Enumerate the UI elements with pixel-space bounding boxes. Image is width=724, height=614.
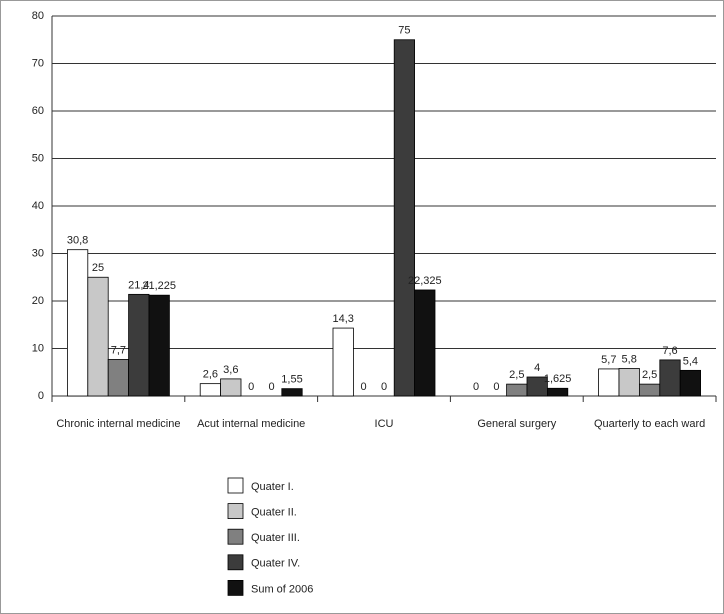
- value-label: 3,6: [223, 364, 238, 376]
- value-label: 2,5: [642, 369, 657, 381]
- value-label: 2,5: [509, 369, 524, 381]
- bar: [393, 39, 416, 397]
- bar: [547, 387, 569, 397]
- bar: [506, 383, 528, 397]
- y-tick-label: 40: [32, 200, 44, 212]
- bar: [281, 388, 303, 397]
- bar: [107, 359, 129, 397]
- y-tick-label: 10: [32, 342, 44, 354]
- bar: [618, 368, 640, 397]
- value-label: 5,4: [683, 355, 698, 367]
- value-label: 22,325: [408, 275, 442, 287]
- y-tick-label: 30: [32, 247, 44, 259]
- legend-swatch: [227, 503, 244, 520]
- value-label: 5,8: [622, 353, 637, 365]
- legend-label: Quater III.: [251, 532, 300, 544]
- bar: [332, 327, 354, 397]
- value-label: 1,55: [281, 374, 302, 386]
- bar: [598, 368, 620, 397]
- y-tick-label: 20: [32, 295, 44, 307]
- value-label: 7,7: [111, 344, 126, 356]
- bar: [128, 293, 150, 397]
- bar: [639, 383, 661, 397]
- legend-label: Quater IV.: [251, 558, 300, 570]
- value-label: 21,4: [128, 279, 149, 291]
- legend-swatch: [227, 477, 244, 494]
- bar: [679, 369, 702, 397]
- legend-swatch: [227, 528, 244, 545]
- value-label: 0: [361, 381, 367, 393]
- value-label: 0: [381, 381, 387, 393]
- y-tick-label: 50: [32, 152, 44, 164]
- y-tick-label: 80: [32, 10, 44, 22]
- y-tick-label: 60: [32, 105, 44, 117]
- legend-label: Quater II.: [251, 507, 297, 519]
- bar: [87, 276, 109, 397]
- value-label: 0: [493, 381, 499, 393]
- value-label: 7,6: [662, 345, 677, 357]
- legend-swatch: [227, 580, 244, 596]
- legend-label: Sum of 2006: [251, 583, 313, 595]
- bar: [659, 359, 681, 397]
- value-label: 1,625: [544, 373, 572, 385]
- legend-swatch: [227, 554, 244, 571]
- bar: [148, 294, 170, 397]
- value-label: 0: [269, 381, 275, 393]
- bar: [199, 383, 221, 397]
- legend-label: Quater I.: [251, 481, 294, 493]
- value-label: 0: [248, 381, 254, 393]
- bar: [220, 378, 242, 397]
- value-label: 21,225: [142, 280, 176, 292]
- value-label: 2,6: [203, 369, 218, 381]
- value-label: 25: [92, 262, 104, 274]
- y-tick-label: 70: [32, 57, 44, 69]
- value-label: 14,3: [332, 313, 353, 325]
- value-label: 75: [398, 25, 410, 37]
- x-tick-label: Acut internal medicine: [197, 418, 305, 430]
- x-tick-label: General surgery: [477, 418, 556, 430]
- x-tick-label: Chronic internal medicine: [56, 418, 180, 430]
- value-label: 5,7: [601, 354, 616, 366]
- value-label: 0: [473, 381, 479, 393]
- bar: [414, 289, 436, 397]
- x-tick-label: Quarterly to each ward: [594, 418, 705, 430]
- value-label: 4: [534, 362, 540, 374]
- x-tick-label: ICU: [375, 418, 394, 430]
- bar: [67, 249, 89, 397]
- value-label: 30,8: [67, 235, 88, 247]
- bar: [526, 376, 548, 397]
- y-tick-label: 0: [38, 390, 44, 402]
